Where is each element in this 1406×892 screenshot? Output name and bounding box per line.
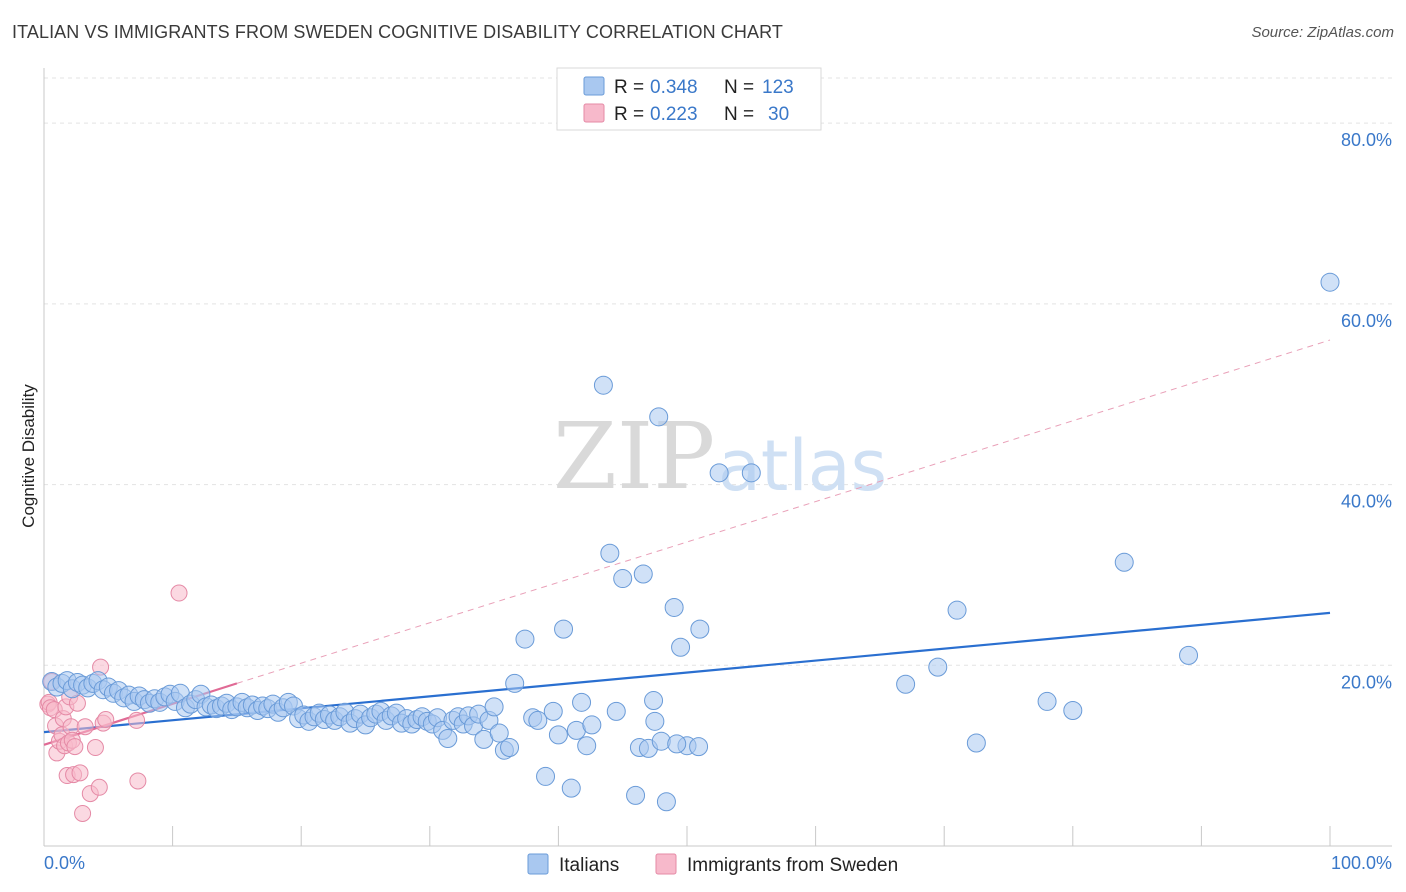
- legend-stats: R = 0.348 N = 123 R = 0.223 N = 30: [556, 67, 822, 131]
- y-tick-label-80: 80.0%: [1341, 130, 1392, 150]
- sweden-point-18: [66, 738, 84, 756]
- italians-point-93: [528, 710, 548, 730]
- sweden-point-20: [71, 764, 89, 782]
- y-tick-label-20: 20.0%: [1341, 672, 1392, 692]
- sweden-point-21: [74, 804, 92, 822]
- legend-n-value-italians: 123: [762, 77, 794, 98]
- italians-point-96: [548, 725, 568, 745]
- italians-point-77: [438, 728, 458, 748]
- italians-point-131: [689, 737, 709, 757]
- italians-point-107: [626, 785, 646, 805]
- italians-point-97: [554, 619, 574, 639]
- italians-point-130: [667, 734, 687, 754]
- italians-point-113: [651, 731, 671, 751]
- sweden-point-24: [86, 739, 104, 757]
- legend-bottom-label-italians: Italians: [559, 855, 619, 876]
- legend-r-value-sweden: 0.223: [650, 104, 698, 125]
- legend-bottom-swatch-sweden: [655, 853, 677, 875]
- grid-lines: [44, 77, 1392, 666]
- legend-n-label-italians: N =: [724, 77, 754, 98]
- sweden-point-29: [129, 772, 147, 790]
- italians-point-122: [928, 657, 948, 677]
- sweden-point-22: [76, 718, 94, 736]
- italians-point-89: [500, 738, 520, 758]
- italians-point-101: [577, 736, 597, 756]
- italians-point-121: [896, 674, 916, 694]
- legend-bottom-label-sweden: Immigrants from Sweden: [687, 855, 898, 876]
- y-tick-labels: 20.0% 40.0% 60.0% 80.0%: [1341, 130, 1392, 692]
- italians-point-120: [741, 463, 761, 483]
- legend-r-label-italians: R =: [614, 77, 644, 98]
- italians-point-104: [600, 543, 620, 563]
- sweden-point-25: [90, 778, 108, 796]
- italians-point-100: [572, 692, 592, 712]
- watermark-zip: ZIP: [553, 403, 715, 510]
- x-ticks: [43, 826, 1331, 846]
- italians-point-94: [536, 766, 556, 786]
- italians-point-86: [484, 697, 504, 717]
- italians-point-102: [582, 715, 602, 735]
- italians-point-126: [1063, 700, 1083, 720]
- italians-point-112: [649, 407, 669, 427]
- italians-point-90: [505, 673, 525, 693]
- legend-n-label-sweden: N =: [724, 104, 754, 125]
- sweden-point-30: [128, 711, 146, 729]
- italians-point-116: [671, 637, 691, 657]
- italians-point-132: [645, 711, 665, 731]
- italians-point-98: [561, 778, 581, 798]
- y-tick-label-60: 60.0%: [1341, 311, 1392, 331]
- italians-point-127: [1114, 552, 1134, 572]
- italians-point-115: [664, 597, 684, 617]
- italians-point-109: [633, 564, 653, 584]
- series-immigrants-from-sweden-points: [39, 584, 188, 822]
- x-tick-labels: 0.0% 100.0%: [44, 853, 1392, 873]
- trend-lines: [43, 339, 1331, 746]
- italians-point-87: [489, 723, 509, 743]
- axes: [43, 68, 1392, 847]
- italians-point-128: [1179, 645, 1199, 665]
- series-italians-points: [42, 272, 1340, 812]
- sweden-point-31: [170, 584, 188, 602]
- italians-point-123: [947, 600, 967, 620]
- italians-point-111: [644, 691, 664, 711]
- legend-bottom-swatch-italians: [527, 853, 549, 875]
- legend-series: Italians Immigrants from Sweden: [527, 853, 898, 876]
- italians-point-118: [690, 619, 710, 639]
- italians-point-119: [709, 463, 729, 483]
- legend-r-value-italians: 0.348: [650, 77, 698, 98]
- italians-point-91: [515, 629, 535, 649]
- legend-swatch-italians: [583, 76, 605, 96]
- chart-title: ITALIAN VS IMMIGRANTS FROM SWEDEN COGNIT…: [12, 22, 783, 42]
- y-tick-label-40: 40.0%: [1341, 492, 1392, 512]
- legend-r-label-sweden: R =: [614, 104, 644, 125]
- legend-swatch-sweden: [583, 103, 605, 123]
- legend-n-value-sweden: 30: [768, 104, 789, 125]
- x-tick-label-100: 100.0%: [1331, 853, 1392, 873]
- y-axis-title: Cognitive Disability: [19, 384, 38, 528]
- italians-point-103: [593, 375, 613, 395]
- italians-point-124: [966, 733, 986, 753]
- italians-point-106: [613, 569, 633, 589]
- x-tick-label-0: 0.0%: [44, 853, 85, 873]
- italians-point-114: [656, 792, 676, 812]
- source-credit: Source: ZipAtlas.com: [1251, 24, 1394, 41]
- trend-line-sweden-extended: [236, 339, 1331, 684]
- italians-point-125: [1037, 691, 1057, 711]
- italians-point-129: [1320, 272, 1340, 292]
- italians-point-95: [543, 701, 563, 721]
- watermark-atlas: atlas: [718, 425, 887, 507]
- italians-point-105: [606, 701, 626, 721]
- sweden-point-28: [97, 711, 115, 729]
